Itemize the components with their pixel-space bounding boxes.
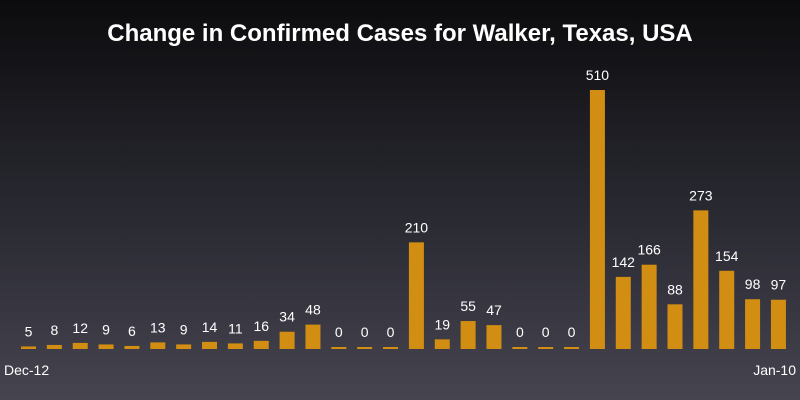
x-axis-tick-labels: Dec-12 Jan-10 [4, 362, 796, 378]
bar-value-label: 0 [361, 324, 369, 340]
bar-value-label: 0 [542, 324, 550, 340]
bar-value-label: 0 [568, 324, 576, 340]
chart-title: Change in Confirmed Cases for Walker, Te… [107, 20, 693, 47]
bar-value-label: 154 [715, 248, 739, 264]
bar-value-label: 97 [771, 277, 787, 293]
bar-value-label: 166 [637, 242, 661, 258]
bar-value-label: 142 [612, 254, 636, 270]
bars-layer [21, 90, 786, 349]
bar-value-label: 6 [128, 323, 136, 339]
bar [202, 341, 218, 349]
bar [460, 321, 476, 349]
bar-value-label: 98 [745, 276, 761, 292]
bar-value-label: 0 [335, 324, 343, 340]
bar-value-label: 510 [586, 67, 610, 83]
bar [564, 347, 580, 349]
bar-value-label: 5 [25, 323, 33, 339]
bar [357, 347, 373, 349]
bar [227, 343, 243, 349]
bar-value-label: 19 [434, 316, 450, 332]
bar-value-labels: 5 8 12 9 6 13 9 14 11 16 34 48 0 0 0 210 19 55 47 0 0 0 510 142… [25, 67, 787, 340]
bar [434, 339, 450, 349]
bar [124, 345, 140, 349]
bar [21, 346, 36, 349]
bar [46, 344, 62, 349]
bar [719, 270, 735, 349]
bar-value-label: 9 [180, 321, 188, 337]
bar-value-label: 47 [486, 302, 502, 318]
x-tick-label: Jan-10 [753, 362, 796, 378]
bar-value-label: 55 [460, 298, 476, 314]
bar [693, 210, 709, 349]
bar [745, 299, 761, 349]
x-tick-label: Dec-12 [4, 362, 49, 378]
bar [512, 347, 528, 349]
bar-value-label: 34 [279, 309, 295, 325]
bar [641, 264, 657, 349]
bar [383, 347, 399, 349]
bar-value-label: 14 [202, 319, 218, 335]
bar-value-label: 9 [102, 321, 110, 337]
bar [253, 340, 269, 349]
bar [538, 347, 554, 349]
bar-value-label: 210 [405, 219, 429, 235]
bar [589, 90, 605, 349]
bar [279, 331, 295, 349]
bar [667, 304, 683, 349]
bar-value-label: 11 [228, 320, 243, 336]
bar [615, 276, 631, 349]
bar-value-label: 13 [150, 319, 166, 335]
bar [331, 347, 347, 349]
bar-value-label: 12 [72, 320, 88, 336]
bar [150, 342, 166, 349]
bar-value-label: 88 [667, 281, 683, 297]
bar [176, 344, 192, 349]
bar-value-label: 8 [50, 322, 58, 338]
bar [486, 325, 502, 349]
bar-value-label: 16 [253, 318, 269, 334]
bar [408, 242, 424, 349]
bar-value-label: 0 [387, 324, 395, 340]
bar [305, 324, 321, 349]
bar [770, 299, 786, 349]
bar [98, 344, 114, 349]
bar-value-label: 48 [305, 302, 321, 318]
bar [72, 342, 88, 349]
bar-value-label: 0 [516, 324, 524, 340]
bar-value-label: 273 [689, 187, 713, 203]
